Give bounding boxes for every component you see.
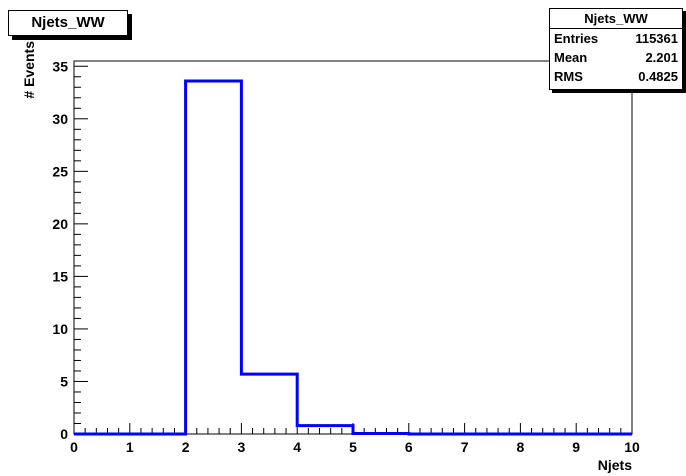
- stats-entries-value: 115361: [635, 31, 678, 46]
- x-tick-label: 8: [517, 439, 525, 455]
- y-tick-label: 15: [52, 268, 68, 284]
- x-tick-label: 5: [349, 439, 357, 455]
- y-tick-label: 30: [52, 111, 68, 127]
- x-tick-label: 3: [238, 439, 246, 455]
- y-tick-label: 20: [52, 216, 68, 232]
- x-tick-label: 10: [624, 439, 640, 455]
- stats-rms-label: RMS: [554, 69, 583, 84]
- stats-row-mean: Mean 2.201: [550, 48, 682, 67]
- x-tick-label: 6: [405, 439, 413, 455]
- y-tick-label: 10: [52, 321, 68, 337]
- y-tick-label: 35: [52, 58, 68, 74]
- stats-entries-label: Entries: [554, 31, 599, 46]
- stats-mean-value: 2.201: [645, 50, 678, 65]
- x-tick-label: 1: [126, 439, 134, 455]
- x-tick-label: 9: [572, 439, 580, 455]
- stats-histogram-name: Njets_WW: [550, 9, 682, 29]
- stats-mean-label: Mean: [554, 50, 588, 65]
- y-tick-label: 25: [52, 163, 68, 179]
- stats-row-entries: Entries 115361: [550, 29, 682, 48]
- chart-title: Njets_WW: [8, 10, 128, 36]
- x-axis-label: Njets: [598, 457, 632, 473]
- y-axis-label: # Events: [21, 41, 37, 99]
- x-tick-label: 7: [461, 439, 469, 455]
- stats-row-rms: RMS 0.4825: [550, 67, 682, 86]
- histogram-outline: [74, 79, 632, 436]
- plot-frame: [73, 60, 633, 435]
- histogram-bin: [186, 81, 242, 434]
- y-tick-label: 5: [60, 373, 68, 389]
- x-tick-label: 2: [182, 439, 190, 455]
- x-tick-label: 4: [293, 439, 301, 455]
- stats-box: Njets_WW Entries 115361 Mean 2.201 RMS 0…: [549, 8, 683, 90]
- y-tick-label: 0: [60, 426, 68, 442]
- histogram-bin: [241, 374, 297, 434]
- stats-rms-value: 0.4825: [638, 69, 678, 84]
- x-tick-label: 0: [70, 439, 78, 455]
